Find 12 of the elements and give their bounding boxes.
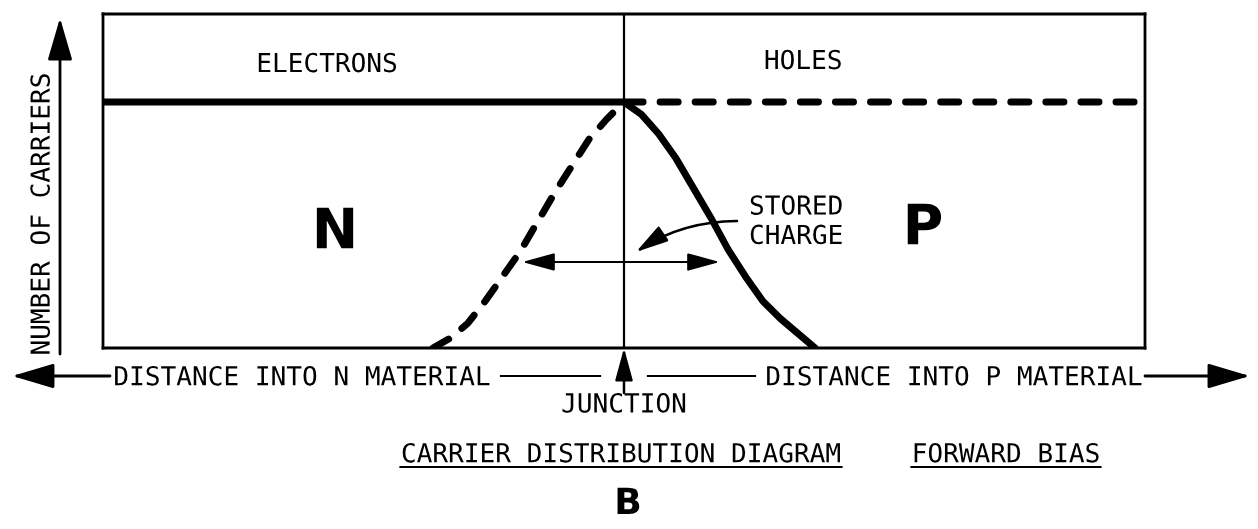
text: DISTANCE INTO P MATERIAL xyxy=(767,365,1142,386)
series-label: HOLES xyxy=(765,49,841,70)
text: FORWARD BIAS xyxy=(914,442,1099,463)
text: B xyxy=(617,487,640,514)
annotation: STORED CHARGE xyxy=(750,195,842,245)
annotation: N xyxy=(316,207,354,249)
text: JUNCTION xyxy=(562,393,686,413)
text: CARRIER DISTRIBUTION DIAGRAM xyxy=(402,442,840,463)
series-label: ELECTRONS xyxy=(258,52,397,73)
annotation: P xyxy=(907,203,942,245)
y-axis-title: NUMBER OF CARRIERS xyxy=(30,74,51,354)
text: DISTANCE INTO N MATERIAL xyxy=(115,365,490,386)
